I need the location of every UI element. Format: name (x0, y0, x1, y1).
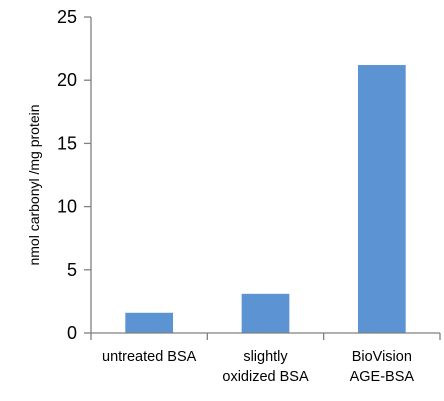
y-tick-label-5: 25 (57, 7, 77, 27)
y-tick-label-4: 20 (57, 70, 77, 90)
category-label-0: untreated BSA (102, 349, 197, 365)
bar-1 (241, 293, 290, 333)
y-tick-label-1: 5 (67, 260, 77, 280)
x-axis-ticks (90, 333, 441, 340)
y-tick-label-0: 0 (67, 323, 77, 343)
bar-0 (125, 312, 174, 333)
y-tick-label-2: 10 (57, 197, 77, 217)
category-label-2: BioVision AGE-BSA (350, 349, 415, 385)
bars (125, 65, 406, 334)
category-labels: untreated BSA slightly oxidized BSA BioVisi… (102, 349, 414, 385)
y-tick-label-3: 15 (57, 133, 77, 153)
y-axis-ticks: 0 5 10 15 20 25 (57, 7, 91, 343)
bar-2 (357, 65, 406, 334)
y-axis-title: nmol carbonyl /mg protein (26, 104, 42, 265)
category-label-1: slightly oxidized BSA (222, 349, 309, 385)
